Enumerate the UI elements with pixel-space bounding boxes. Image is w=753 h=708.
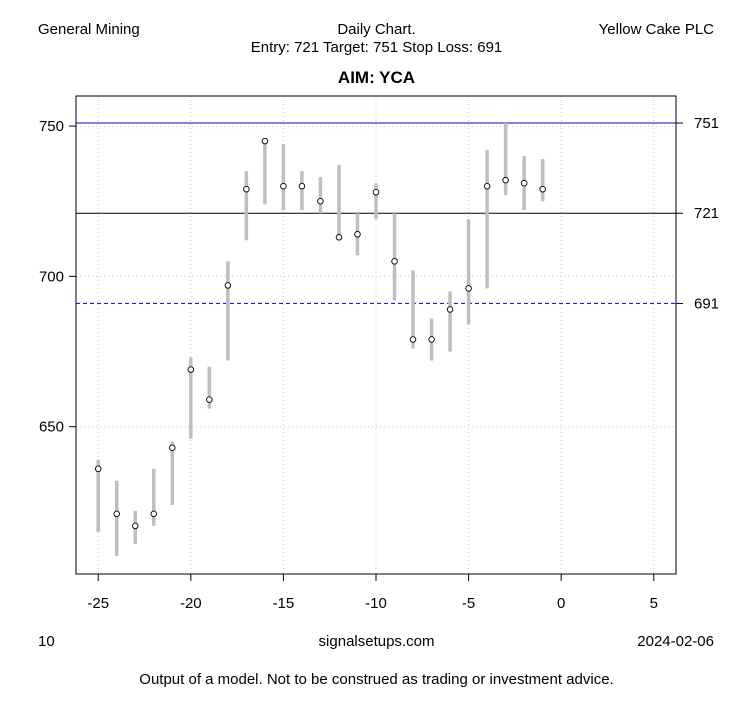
close-point xyxy=(113,510,120,518)
close-point xyxy=(132,522,139,530)
x-axis: -25 -20 -15 -10 -5 0 5 xyxy=(87,573,658,612)
x-tick-label: -5 xyxy=(462,595,475,612)
plot-frame xyxy=(75,95,677,575)
close-point xyxy=(298,182,306,190)
y-tick-label-right: 751 xyxy=(694,115,719,132)
close-point xyxy=(317,197,324,205)
close-point xyxy=(391,258,398,265)
x-tick-label: -20 xyxy=(180,595,202,612)
close-point xyxy=(465,285,472,292)
header-chart-type: Daily Chart. xyxy=(337,21,416,38)
close-point xyxy=(187,366,195,373)
range-bars xyxy=(96,123,545,556)
y-tick-label-left: 700 xyxy=(39,268,64,285)
close-point xyxy=(520,179,528,187)
x-tick-label: 5 xyxy=(650,595,658,612)
close-point xyxy=(169,444,176,451)
y-axis-right: 691 721 751 xyxy=(676,115,719,312)
close-point xyxy=(94,465,102,473)
close-point xyxy=(261,137,269,145)
footer-date: 2024-02-06 xyxy=(637,633,714,650)
header-right-label: Yellow Cake PLC xyxy=(598,21,714,38)
y-tick-label-left: 650 xyxy=(39,419,64,436)
close-point xyxy=(428,336,435,343)
y-tick-label-right: 691 xyxy=(694,295,719,312)
close-point xyxy=(483,182,491,190)
y-tick-label-left: 750 xyxy=(39,118,64,135)
close-point xyxy=(502,176,509,184)
x-tick-label: 0 xyxy=(557,595,565,612)
y-tick-label-right: 721 xyxy=(694,205,719,222)
header-levels: Entry: 721 Target: 751 Stop Loss: 691 xyxy=(250,39,503,56)
close-points xyxy=(94,137,546,530)
chart-title: AIM: YCA xyxy=(337,68,416,87)
footer-disclaimer: Output of a model. Not to be construed a… xyxy=(139,671,614,688)
close-point xyxy=(409,336,417,343)
close-point xyxy=(206,396,213,403)
y-axis-left: 650 700 750 xyxy=(39,118,76,436)
close-point xyxy=(243,185,250,193)
close-point xyxy=(372,188,380,196)
close-point xyxy=(280,182,287,190)
x-tick-label: -10 xyxy=(365,595,387,612)
close-point xyxy=(446,306,454,313)
close-point xyxy=(150,510,158,518)
x-tick-label: -15 xyxy=(273,595,295,612)
footer-left-label: 10 xyxy=(38,633,55,650)
footer-website[interactable]: signalsetups.com xyxy=(318,633,435,650)
grid-lines xyxy=(76,96,676,574)
header-left-label: General Mining xyxy=(38,21,140,38)
close-point xyxy=(354,231,361,238)
close-point xyxy=(539,185,546,193)
close-point xyxy=(335,234,343,241)
close-point xyxy=(224,282,232,289)
x-tick-label: -25 xyxy=(87,595,109,612)
